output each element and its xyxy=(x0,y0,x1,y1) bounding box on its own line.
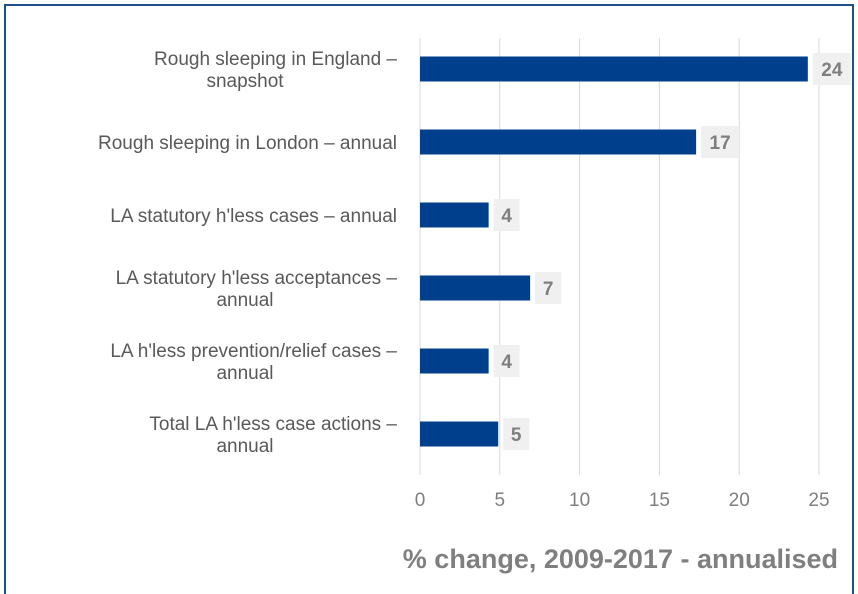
data-label: 24 xyxy=(821,60,843,81)
bar xyxy=(420,56,808,82)
category-label: annual xyxy=(216,290,273,311)
x-tick-label: 15 xyxy=(649,490,670,511)
bar xyxy=(420,421,499,447)
gridlines xyxy=(419,38,820,475)
category-label: Rough sleeping in England – xyxy=(154,49,397,70)
bars xyxy=(420,56,808,447)
data-label-box xyxy=(503,418,530,450)
data-label-box xyxy=(701,126,740,158)
bar xyxy=(420,348,489,374)
x-tick-label: 5 xyxy=(495,490,506,511)
data-label-box xyxy=(812,53,851,85)
data-labels: 24 17 4 7 4 5 xyxy=(493,53,851,450)
category-label: annual xyxy=(216,363,273,384)
data-label: 5 xyxy=(511,425,522,446)
bar xyxy=(420,275,531,301)
category-label: annual xyxy=(216,436,273,457)
data-label: 4 xyxy=(501,352,512,373)
category-label: LA statutory h'less cases – annual xyxy=(110,206,397,227)
category-label: LA statutory h'less acceptances – xyxy=(116,268,398,289)
data-label-box xyxy=(493,199,520,231)
x-tick-label: 0 xyxy=(415,490,426,511)
category-label: Rough sleeping in London – annual xyxy=(98,133,397,154)
category-labels: Rough sleeping in England –snapshot Rough… xyxy=(98,49,397,457)
x-tick-labels: 0 5 10 15 20 25 xyxy=(415,490,830,511)
data-label-box xyxy=(535,272,562,304)
x-tick-label: 10 xyxy=(569,490,590,511)
data-label: 4 xyxy=(501,206,512,227)
x-axis-title: % change, 2009-2017 - annualised xyxy=(403,544,838,574)
data-label: 17 xyxy=(710,133,731,154)
category-label: Total LA h'less case actions – xyxy=(149,414,397,435)
data-label: 7 xyxy=(543,279,554,300)
bar xyxy=(420,129,697,155)
category-label: snapshot xyxy=(206,71,284,92)
x-tick-label: 20 xyxy=(729,490,750,511)
x-tick-label: 25 xyxy=(808,490,829,511)
bar xyxy=(420,202,489,228)
category-label: LA h'less prevention/relief cases – xyxy=(110,341,397,362)
data-label-box xyxy=(493,345,520,377)
